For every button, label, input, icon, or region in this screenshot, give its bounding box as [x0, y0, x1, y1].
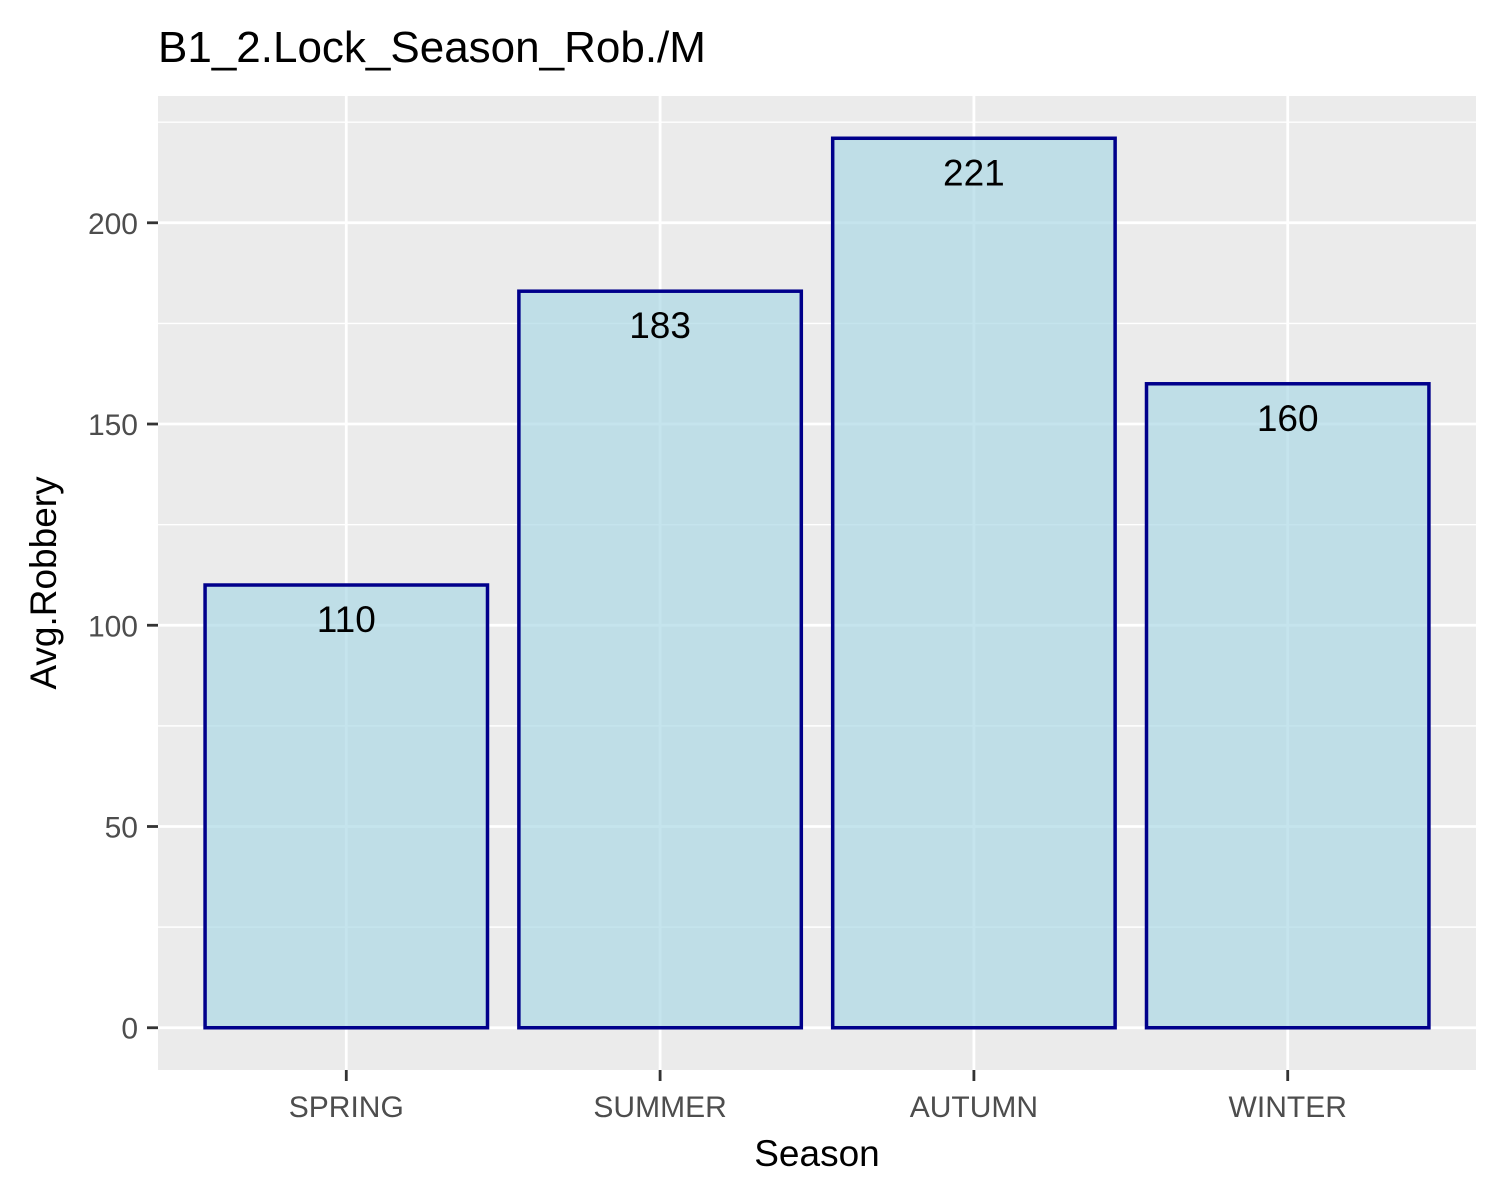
y-tick-label: 200 [88, 208, 138, 241]
x-tick-label-autumn: AUTUMN [910, 1091, 1038, 1124]
y-axis-title: Avg.Robbery [23, 476, 64, 690]
x-tick-label-summer: SUMMER [593, 1091, 726, 1124]
chart-title: B1_2.Lock_Season_Rob./M [158, 23, 706, 72]
bars [203, 136, 1431, 1030]
x-tick-label-winter: WINTER [1229, 1091, 1347, 1124]
data-label-autumn: 221 [943, 152, 1005, 193]
y-axis: 0 50 100 150 200 [88, 208, 158, 1046]
x-tick-label-spring: SPRING [289, 1091, 404, 1124]
x-axis: SPRING SUMMER AUTUMN WINTER [289, 1070, 1347, 1124]
bar-spring [203, 583, 490, 1030]
bar-autumn [830, 136, 1117, 1030]
data-labels: 110 183 221 160 [317, 152, 1319, 640]
data-label-winter: 160 [1257, 398, 1319, 439]
data-label-summer: 183 [629, 305, 691, 346]
y-tick-label: 50 [105, 812, 138, 845]
data-label-spring: 110 [317, 599, 376, 640]
y-tick-label: 100 [88, 610, 138, 643]
bar-summer [517, 289, 804, 1030]
y-tick-label: 150 [88, 409, 138, 442]
bar-winter [1144, 382, 1431, 1030]
x-axis-title: Season [754, 1133, 880, 1174]
y-tick-label: 0 [121, 1013, 138, 1046]
